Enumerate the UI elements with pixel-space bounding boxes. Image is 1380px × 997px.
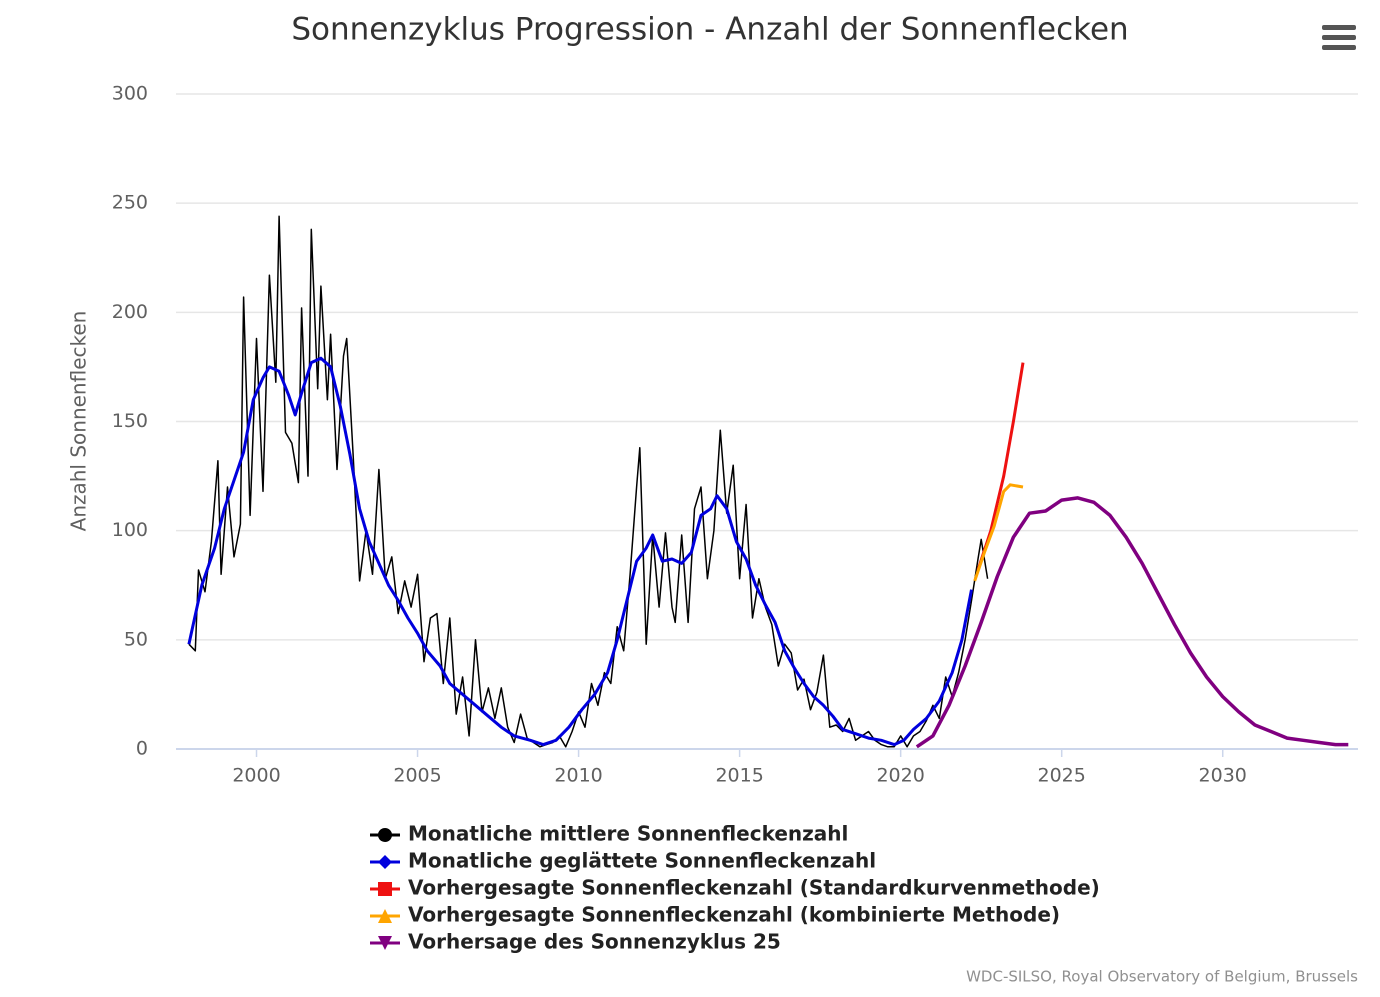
menu-button[interactable]: [1322, 25, 1356, 50]
y-tick-label: 150: [112, 410, 148, 432]
legend-label: Monatliche mittlere Sonnenfleckenzahl: [408, 822, 848, 846]
legend-marker: [378, 855, 392, 869]
x-tick-label: 2015: [715, 765, 763, 787]
x-tick-label: 2030: [1199, 765, 1247, 787]
x-tick-label: 2010: [554, 765, 602, 787]
y-tick-label: 300: [112, 83, 148, 105]
series-line: [187, 356, 973, 747]
y-tick-label: 50: [124, 628, 148, 650]
y-tick-label: 0: [136, 738, 148, 760]
y-tick-label: 100: [112, 519, 148, 541]
y-tick-label: 250: [112, 192, 148, 214]
x-tick-label: 2000: [232, 765, 280, 787]
menu-bar[interactable]: [1322, 45, 1356, 50]
legend-label: Vorhersage des Sonnenzyklus 25: [408, 930, 781, 954]
legend-marker: [378, 828, 392, 842]
legend-marker: [378, 882, 392, 896]
credit: WDC-SILSO, Royal Observatory of Belgium,…: [966, 968, 1358, 986]
chart-title: Sonnenzyklus Progression - Anzahl der So…: [291, 12, 1128, 48]
menu-bar[interactable]: [1322, 25, 1356, 30]
x-tick-label: 2025: [1038, 765, 1086, 787]
legend-marker: [378, 936, 392, 950]
legend-marker: [378, 909, 392, 923]
x-tick-label: 2020: [876, 765, 924, 787]
legend-label: Vorhergesagte Sonnenfleckenzahl (kombini…: [408, 903, 1060, 927]
x-tick-label: 2005: [393, 765, 441, 787]
series-line: [915, 496, 1349, 749]
menu-bar[interactable]: [1322, 35, 1356, 40]
series-line: [973, 483, 1024, 582]
y-tick-label: 200: [112, 301, 148, 323]
legend-label: Monatliche geglättete Sonnenfleckenzahl: [408, 849, 876, 873]
legend-label: Vorhergesagte Sonnenfleckenzahl (Standar…: [408, 876, 1100, 900]
y-axis-label: Anzahl Sonnenflecken: [67, 311, 91, 532]
